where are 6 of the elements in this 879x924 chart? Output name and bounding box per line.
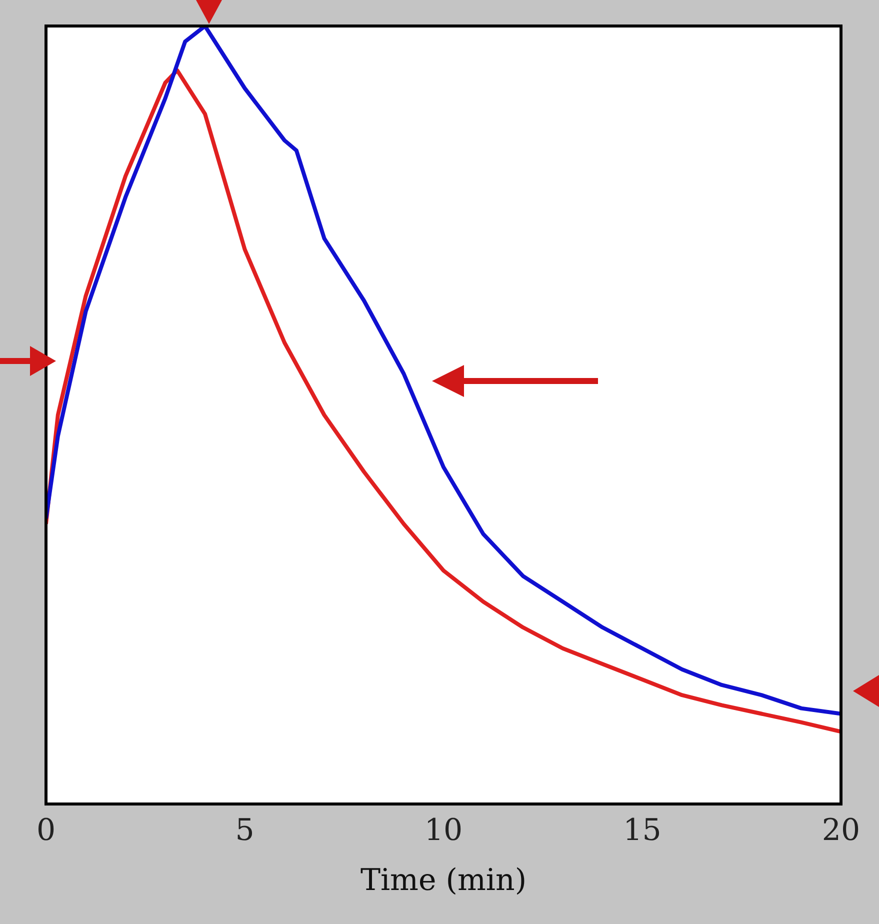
x-tick-label: 0 [36, 812, 56, 848]
x-axis-title: Time (min) [360, 862, 527, 898]
x-tick-label: 15 [623, 812, 662, 848]
x-tick-label: 20 [822, 812, 860, 848]
x-tick-label: 5 [235, 812, 254, 848]
x-tick-label: 10 [424, 812, 463, 848]
